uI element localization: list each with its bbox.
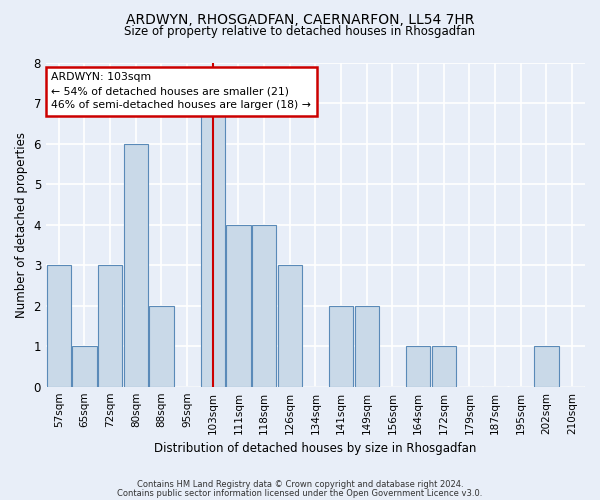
Bar bbox=[226, 224, 251, 386]
Bar bbox=[431, 346, 456, 387]
Bar bbox=[200, 103, 225, 387]
Bar bbox=[124, 144, 148, 386]
Bar bbox=[47, 265, 71, 386]
Text: Size of property relative to detached houses in Rhosgadfan: Size of property relative to detached ho… bbox=[124, 25, 476, 38]
Text: ARDWYN: 103sqm
← 54% of detached houses are smaller (21)
46% of semi-detached ho: ARDWYN: 103sqm ← 54% of detached houses … bbox=[52, 72, 311, 110]
Bar bbox=[72, 346, 97, 387]
Bar bbox=[406, 346, 430, 387]
Bar bbox=[252, 224, 277, 386]
Bar bbox=[278, 265, 302, 386]
Bar bbox=[535, 346, 559, 387]
Y-axis label: Number of detached properties: Number of detached properties bbox=[15, 132, 28, 318]
Bar bbox=[149, 306, 173, 386]
X-axis label: Distribution of detached houses by size in Rhosgadfan: Distribution of detached houses by size … bbox=[154, 442, 476, 455]
Bar bbox=[98, 265, 122, 386]
Text: ARDWYN, RHOSGADFAN, CAERNARFON, LL54 7HR: ARDWYN, RHOSGADFAN, CAERNARFON, LL54 7HR bbox=[126, 12, 474, 26]
Text: Contains HM Land Registry data © Crown copyright and database right 2024.: Contains HM Land Registry data © Crown c… bbox=[137, 480, 463, 489]
Bar bbox=[329, 306, 353, 386]
Text: Contains public sector information licensed under the Open Government Licence v3: Contains public sector information licen… bbox=[118, 488, 482, 498]
Bar bbox=[355, 306, 379, 386]
